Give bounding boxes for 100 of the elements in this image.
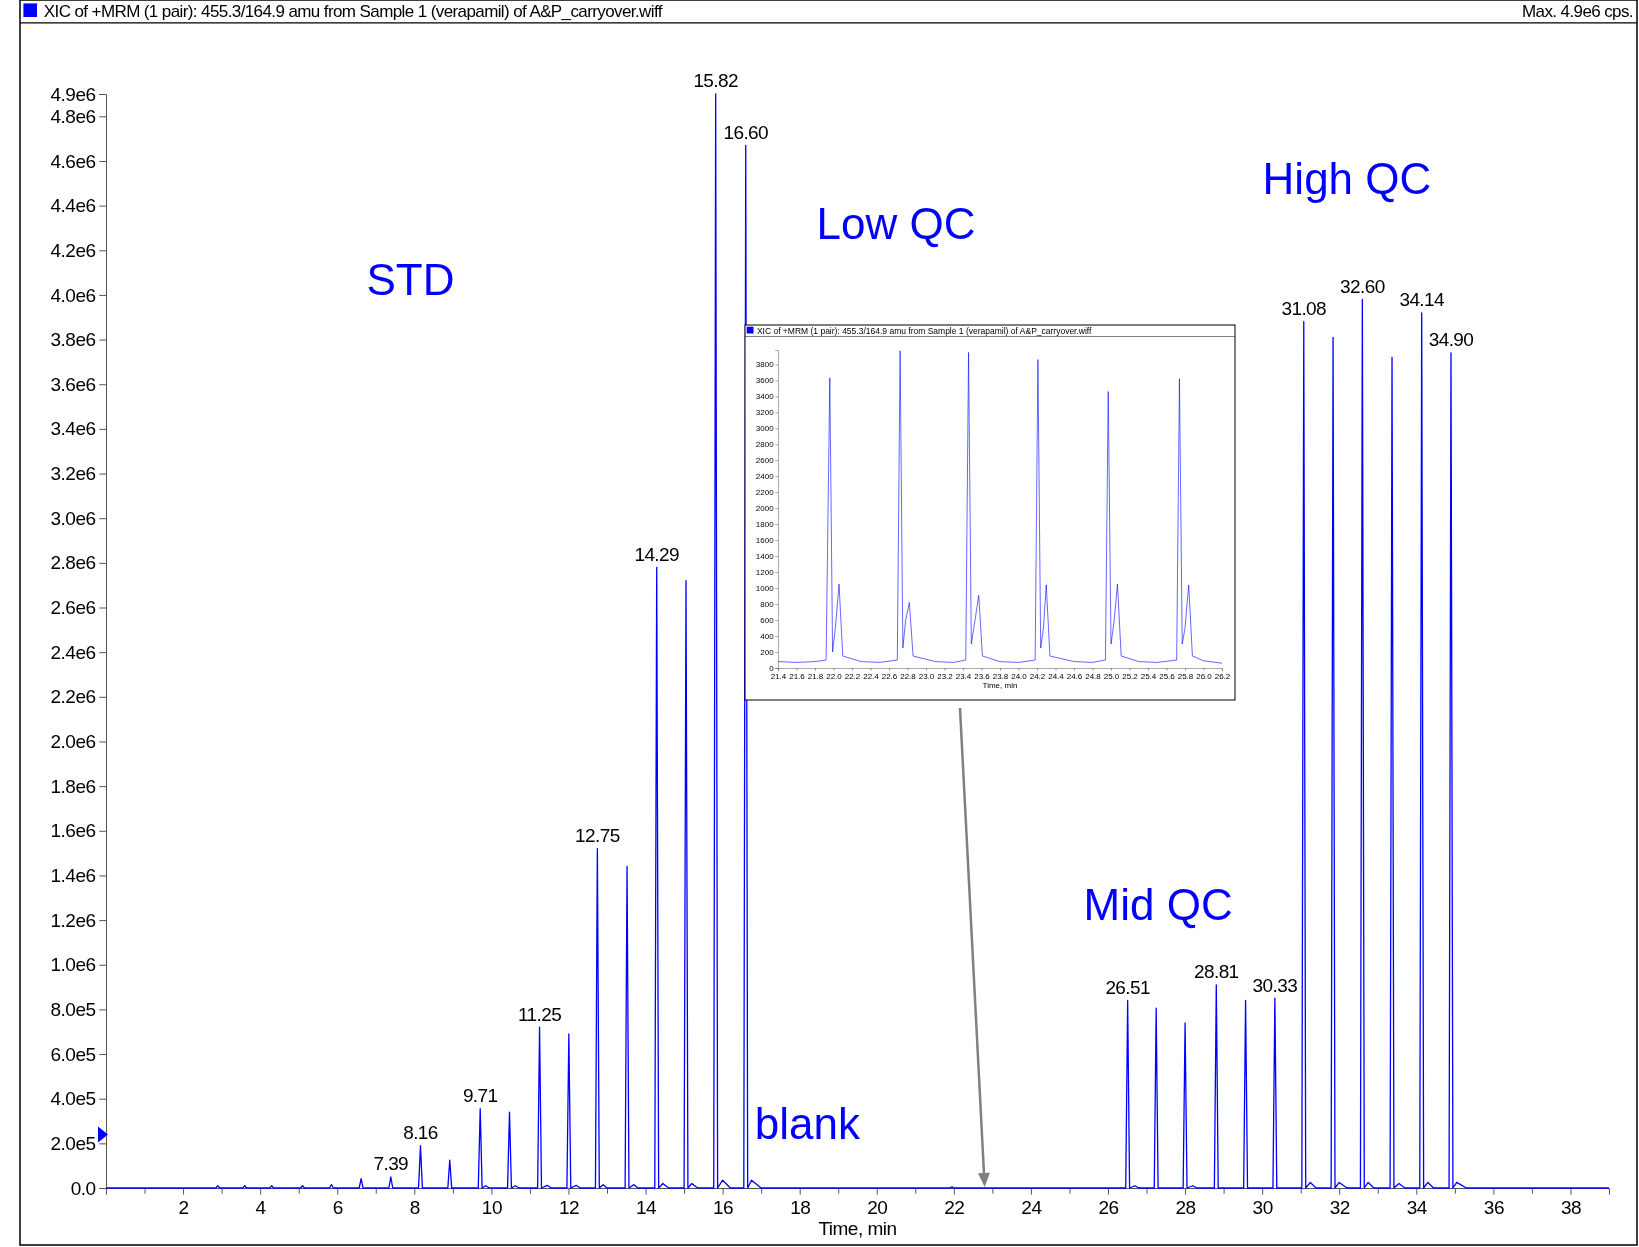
x-tick-label: 34 — [1406, 1196, 1428, 1218]
x-tick-label: 22.8 — [900, 671, 917, 681]
x-tick-label: 24.4 — [1048, 671, 1065, 681]
y-tick-label: 4.9e6 — [50, 83, 96, 105]
line-series — [105, 93, 1610, 1189]
y-tick-label: 4.4e6 — [50, 195, 96, 217]
y-tick-label: 3.8e6 — [50, 329, 96, 351]
y-tick-label: 2800 — [755, 440, 775, 450]
y-tick-label: 2.8e6 — [50, 552, 96, 574]
x-tick-label: 6 — [332, 1196, 343, 1218]
y-tick-label: 4.0e5 — [50, 1088, 96, 1110]
x-tick-label: 18 — [790, 1196, 811, 1218]
y-tick-label: 3.6e6 — [50, 373, 96, 395]
annotation: 11.25 — [517, 1003, 562, 1025]
x-tick-label: 23.6 — [974, 671, 991, 681]
line-series — [777, 350, 1223, 664]
chart-title: XIC of +MRM (1 pair): 455.3/164.9 amu from Sample 1 (verapamil) of A&P_carryover.wiff — [43, 2, 663, 21]
annotation: 12.75 — [575, 824, 620, 846]
x-tick-label: 26.2 — [1214, 671, 1231, 681]
x-tick-label: 21.4 — [770, 671, 787, 681]
y-tick-label: 1000 — [755, 584, 775, 594]
y-tick-label: 4.6e6 — [50, 150, 96, 172]
annotation: 34.14 — [1399, 289, 1446, 311]
x-axis-title: Time, min — [818, 1217, 897, 1239]
y-tick-label: 3600 — [755, 376, 775, 386]
y-tick-label: 400 — [760, 632, 775, 642]
annotation: 32.60 — [1340, 275, 1385, 297]
x-tick-label: 10 — [481, 1196, 502, 1218]
y-tick-label: 600 — [760, 616, 775, 626]
y-tick-label: 2.6e6 — [50, 597, 96, 619]
y-tick-label: 4.2e6 — [50, 239, 96, 261]
x-tick-label: 22 — [944, 1196, 965, 1218]
x-tick-label: 24.6 — [1066, 671, 1083, 681]
x-tick-label: 16 — [713, 1196, 734, 1218]
y-tick-label: 3200 — [755, 408, 775, 418]
y-tick-label: 1.2e6 — [50, 909, 96, 931]
x-tick-label: 2 — [178, 1196, 189, 1218]
x-tick-label: 24.2 — [1029, 671, 1046, 681]
y-tick-label: 1200 — [755, 568, 775, 578]
y-tick-label: 3000 — [755, 424, 775, 434]
y-tick-label: 8.0e5 — [50, 998, 96, 1020]
y-tick-label: 1600 — [755, 536, 775, 546]
x-tick-label: 23.4 — [955, 671, 972, 681]
y-tick-label: 6.0e5 — [50, 1043, 96, 1065]
y-tick-label: 1.8e6 — [50, 775, 96, 797]
annotation: 26.51 — [1105, 976, 1150, 998]
x-tick-label: 25.4 — [1140, 671, 1157, 681]
y-tick-label: 4.0e6 — [50, 284, 96, 306]
y-tick-label: 3.0e6 — [50, 507, 96, 529]
x-tick-label: 22.4 — [863, 671, 880, 681]
annotation: High QC — [1262, 154, 1432, 204]
y-tick-label: 3.2e6 — [50, 463, 96, 485]
x-tick-label: 25.6 — [1159, 671, 1176, 681]
x-tick-label: 24.0 — [1011, 671, 1028, 681]
y-tick-label: 1.6e6 — [50, 820, 96, 842]
x-tick-label: 36 — [1483, 1196, 1504, 1218]
y-tick-label: 800 — [760, 600, 775, 610]
x-tick-label: 26 — [1098, 1196, 1119, 1218]
y-tick-label: 0 — [769, 664, 775, 674]
y-tick-label: 1.4e6 — [50, 865, 96, 887]
x-tick-label: 23.8 — [992, 671, 1009, 681]
y-tick-label: 2200 — [755, 488, 775, 498]
x-tick-label: 25.2 — [1122, 671, 1139, 681]
x-tick-label: 32 — [1329, 1196, 1350, 1218]
x-tick-label: 22.0 — [826, 671, 843, 681]
y-tick-label: 2600 — [755, 456, 775, 466]
x-tick-label: 14 — [635, 1196, 658, 1218]
annotation: 14.29 — [634, 543, 680, 565]
annotation: STD — [366, 254, 455, 304]
x-tick-label: 4 — [255, 1196, 267, 1218]
x-tick-label: 23.2 — [937, 671, 954, 681]
y-tick-label: 1800 — [755, 520, 775, 530]
x-tick-label: 25.0 — [1103, 671, 1120, 681]
y-tick-label: 2.0e5 — [50, 1132, 96, 1154]
annotation: 9.71 — [462, 1085, 498, 1107]
x-tick-label: 21.6 — [789, 671, 806, 681]
y-tick-label: 1.0e6 — [50, 954, 96, 976]
chart-title: XIC of +MRM (1 pair): 455.3/164.9 amu from Sample 1 (verapamil) of A&P_carryover.wiff — [756, 325, 1093, 336]
x-tick-label: 8 — [409, 1196, 420, 1218]
y-tick-label: 3400 — [755, 392, 775, 402]
x-tick-label: 22.2 — [844, 671, 861, 681]
annotation: 30.33 — [1252, 974, 1298, 996]
x-tick-label: 12 — [558, 1196, 580, 1218]
x-tick-label: 23.0 — [918, 671, 935, 681]
y-tick-label: 1400 — [755, 552, 775, 562]
y-tick-label: 2.0e6 — [50, 731, 96, 753]
x-tick-label: 38 — [1560, 1196, 1582, 1218]
annotation: blank — [754, 1098, 861, 1148]
y-tick-label: 3800 — [755, 360, 775, 370]
annotation: 15.82 — [693, 70, 738, 92]
y-tick-label: 2000 — [755, 504, 775, 514]
annotation: 8.16 — [403, 1121, 438, 1143]
x-tick-label: 28 — [1175, 1196, 1196, 1218]
y-tick-label: 200 — [760, 648, 775, 658]
x-axis-title: Time, min — [982, 680, 1018, 690]
y-tick-label: 0.0 — [70, 1177, 96, 1199]
chart-subtitle: Max. 4.9e6 cps. — [1521, 2, 1633, 21]
annotation: 16.60 — [723, 121, 769, 143]
x-tick-label: 26.0 — [1196, 671, 1213, 681]
annotation: 34.90 — [1428, 329, 1474, 351]
